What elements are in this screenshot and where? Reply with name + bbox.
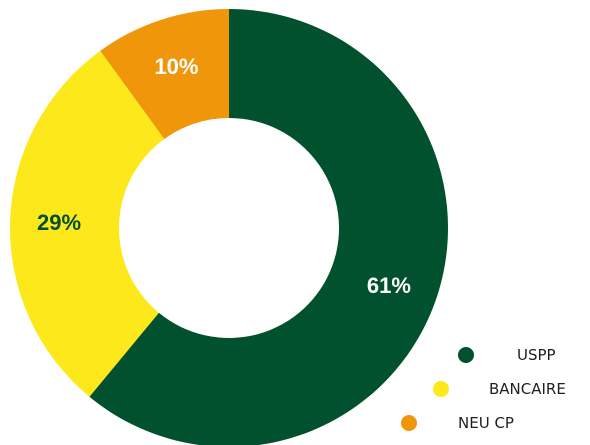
donut-slices <box>9 9 448 445</box>
slice-label-neu-cp: 10% <box>154 54 198 79</box>
legend-item-uspp: USPP <box>458 346 556 364</box>
slice-labels: 61% 29% 10% <box>37 54 411 298</box>
slice-bancaire <box>9 50 165 397</box>
legend-label-bancaire: BANCAIRE <box>489 380 566 398</box>
legend-item-bancaire: BANCAIRE <box>433 380 566 398</box>
legend-swatch-uspp <box>458 347 474 363</box>
slice-label-bancaire: 29% <box>37 210 81 235</box>
chart-legend: USPP BANCAIRE NEU CP <box>401 346 566 432</box>
slice-neu-cp <box>100 9 230 140</box>
slice-label-uspp: 61% <box>367 273 411 298</box>
legend-swatch-neu-cp <box>401 415 417 431</box>
legend-item-neu-cp: NEU CP <box>401 414 514 432</box>
legend-label-neu-cp: NEU CP <box>458 414 514 432</box>
slice-uspp <box>89 9 448 445</box>
legend-swatch-bancaire <box>433 381 449 397</box>
legend-label-uspp: USPP <box>517 346 556 364</box>
